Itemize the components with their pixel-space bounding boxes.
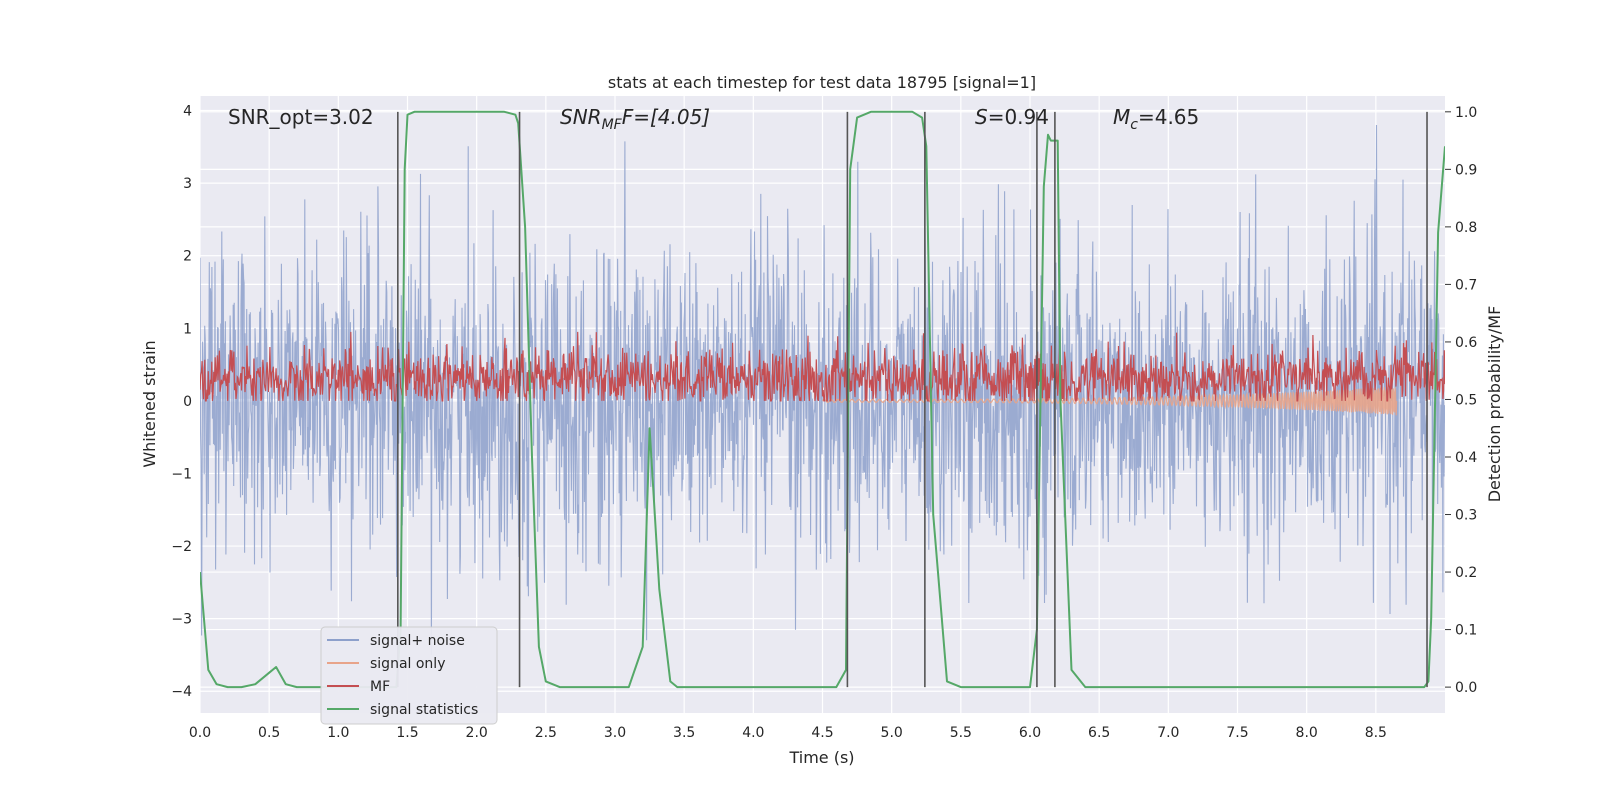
left-y-tick-label: −1 [171,466,192,482]
left-y-axis-label: Whitened strain [140,340,159,467]
right-y-tick-label: 0.7 [1455,277,1477,293]
mc-annotation: Mc=4.65 [1113,105,1199,133]
x-tick-label: 4.5 [811,725,833,741]
x-tick-label: 5.0 [881,725,903,741]
chart-title: stats at each timestep for test data 187… [608,73,1036,92]
x-tick-label: 6.0 [1019,725,1041,741]
x-tick-label: 8.5 [1365,725,1387,741]
right-y-tick-label: 0.9 [1455,162,1477,178]
legend: signal+ noise signal only MF signal stat… [320,626,498,725]
snr-opt-annotation: SNR_opt=3.02 [228,105,374,129]
left-y-tick-label: −3 [171,612,192,628]
left-y-tick-label: −4 [171,684,192,700]
right-y-tick-label: 0.4 [1455,450,1477,466]
x-tick-label: 2.5 [535,725,557,741]
mc-sub: c [1130,117,1138,133]
s-rest: =0.94 [988,105,1049,129]
snr-mf-main: SNR [560,105,602,129]
s-annotation: S=0.94 [975,105,1049,129]
x-tick-label: 7.5 [1226,725,1248,741]
legend-label-signal-statistics: signal statistics [370,702,478,718]
x-tick-label: 3.0 [604,725,626,741]
snr-mf-annotation: SNRMFF=[4.05] [560,105,710,133]
right-y-tick-label: 0.8 [1455,220,1477,236]
x-tick-label: 2.0 [466,725,488,741]
snr-mf-sub: MF [602,117,623,133]
snr-mf-rest: F=[4.05] [622,105,710,129]
legend-label-signal-noise: signal+ noise [370,633,465,649]
right-y-tick-label: 1.0 [1455,105,1477,121]
legend-label-mf: MF [370,679,390,695]
x-tick-label: 1.5 [396,725,418,741]
right-y-tick-label: 0.1 [1455,623,1477,639]
right-y-tick-label: 0.2 [1455,565,1477,581]
left-y-tick-label: 1 [183,321,192,337]
left-y-tick-label: 0 [183,394,192,410]
x-tick-label: 1.0 [327,725,349,741]
x-tick-label: 0.5 [258,725,280,741]
right-y-tick-label: 0.0 [1455,680,1477,696]
legend-label-signal-only: signal only [370,656,445,672]
series-signal-noise [200,124,1445,655]
right-y-tick-label: 0.5 [1455,392,1477,408]
series-mf [200,331,1445,403]
right-y-tick-label: 0.6 [1455,335,1477,351]
vertical-markers [397,111,1428,688]
right-y-tick-labels: 0.0 0.1 0.2 0.3 0.4 0.5 0.6 0.7 0.8 0.9 1.0 [1445,105,1477,696]
left-y-tick-label: 2 [183,249,192,265]
legend-box [320,626,498,725]
s-main: S [975,105,988,129]
right-y-tick-label: 0.3 [1455,508,1477,524]
x-tick-label: 3.5 [673,725,695,741]
mc-rest: =4.65 [1138,105,1199,129]
x-tick-label: 7.0 [1157,725,1179,741]
x-axis-label: Time (s) [788,748,854,767]
left-y-tick-label: −2 [171,539,192,555]
x-tick-label: 5.5 [950,725,972,741]
x-tick-label: 4.0 [742,725,764,741]
x-tick-label: 8.0 [1296,725,1318,741]
left-y-tick-labels: −4 −3 −2 −1 0 1 2 3 4 [171,104,192,701]
x-tick-label: 0.0 [189,725,211,741]
x-tick-label: 6.5 [1088,725,1110,741]
left-y-tick-label: 4 [183,104,192,120]
mc-main: M [1113,105,1130,129]
right-y-axis-label: Detection probability/MF [1485,306,1504,503]
left-y-tick-label: 3 [183,176,192,192]
x-tick-labels: 0.0 0.5 1.0 1.5 2.0 2.5 3.0 3.5 4.0 4.5 5.0 5.5 6.0 6… [189,725,1387,741]
